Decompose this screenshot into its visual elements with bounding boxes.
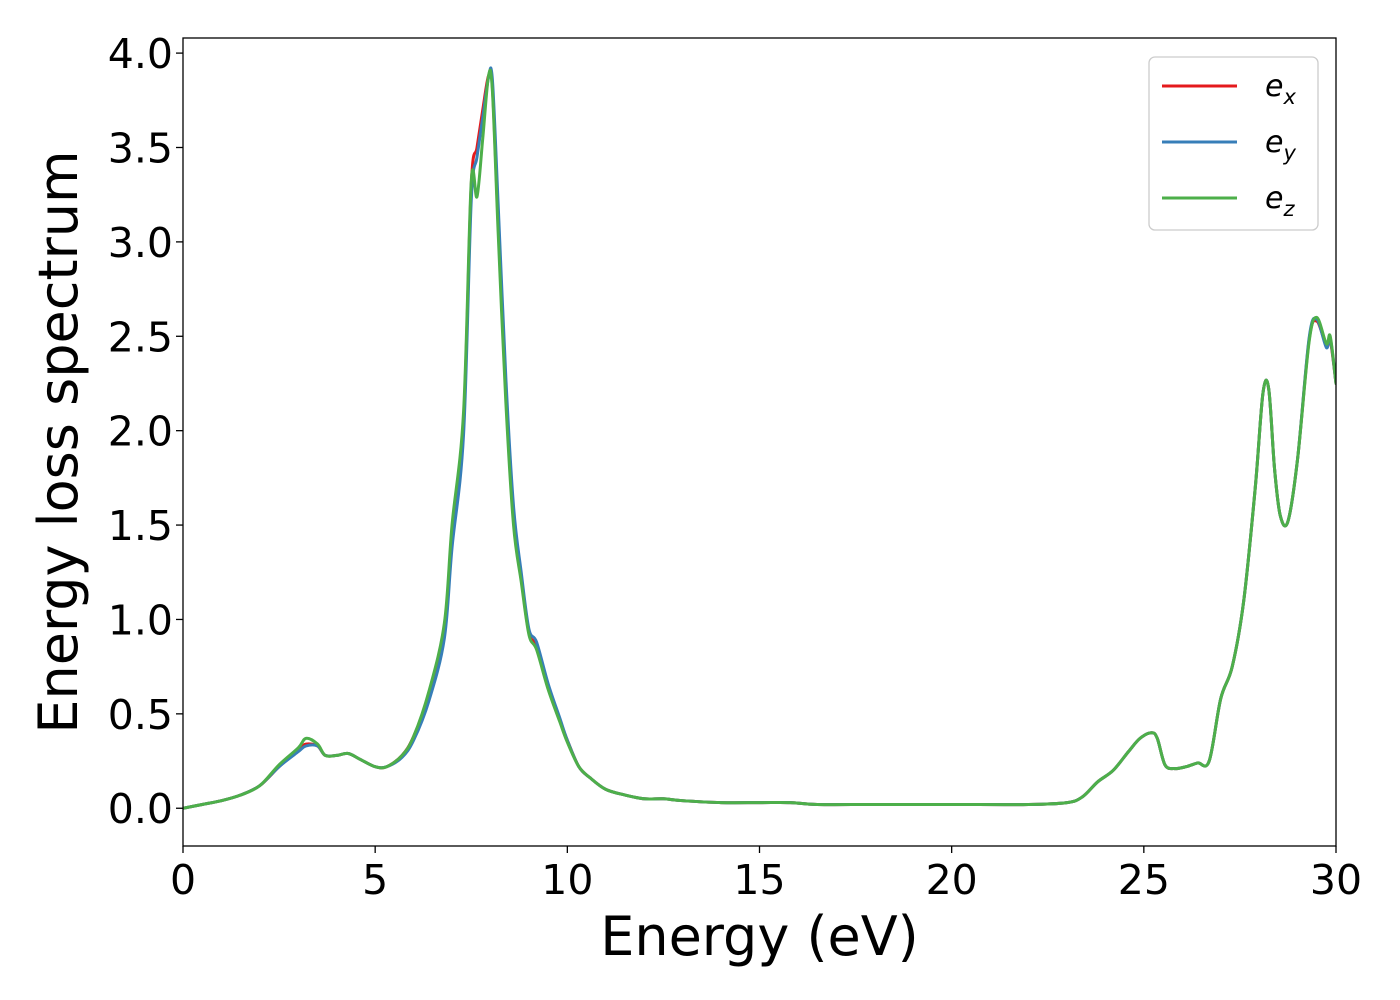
x-axis-ticks: 0 5 10 15 20 25 30 [170, 846, 1362, 904]
x-axis-label: Energy (eV) [600, 905, 919, 968]
legend-label-z: ez [1265, 181, 1295, 221]
y-tick-label: 1.0 [108, 596, 173, 644]
x-tick-label: 5 [362, 856, 388, 904]
y-tick-label: 3.0 [108, 219, 173, 267]
x-tick-label: 15 [733, 856, 785, 904]
y-tick-label: 2.5 [108, 313, 173, 361]
legend-label-y: ey [1265, 125, 1296, 165]
y-tick-label: 4.0 [108, 30, 173, 78]
x-tick-label: 25 [1118, 856, 1170, 904]
x-tick-label: 30 [1310, 856, 1362, 904]
y-tick-label: 0.5 [108, 691, 173, 739]
legend: ex ey ez [1148, 56, 1319, 231]
y-tick-label: 1.5 [108, 502, 173, 550]
y-axis-ticks: 0.0 0.5 1.0 1.5 2.0 2.5 3.0 3.5 4.0 [108, 30, 183, 833]
y-tick-label: 0.0 [108, 785, 173, 833]
x-tick-label: 20 [926, 856, 978, 904]
series-layer [183, 66, 1336, 810]
x-tick-label: 10 [541, 856, 593, 904]
y-tick-label: 2.0 [108, 408, 173, 456]
y-axis-label: Energy loss spectrum [27, 150, 90, 733]
legend-label-x: ex [1265, 69, 1296, 109]
y-tick-label: 3.5 [108, 124, 173, 172]
series-line-z [183, 68, 1336, 810]
x-tick-label: 0 [170, 856, 196, 904]
